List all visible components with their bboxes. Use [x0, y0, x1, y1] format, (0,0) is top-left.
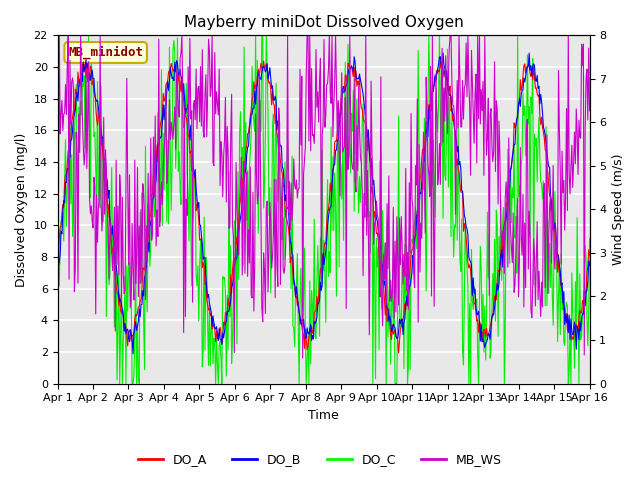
X-axis label: Time: Time: [308, 409, 339, 422]
Legend: DO_A, DO_B, DO_C, MB_WS: DO_A, DO_B, DO_C, MB_WS: [133, 448, 507, 471]
Text: MB_minidot: MB_minidot: [68, 46, 143, 59]
Y-axis label: Wind Speed (m/s): Wind Speed (m/s): [612, 154, 625, 265]
Y-axis label: Dissolved Oxygen (mg/l): Dissolved Oxygen (mg/l): [15, 132, 28, 287]
Title: Mayberry miniDot Dissolved Oxygen: Mayberry miniDot Dissolved Oxygen: [184, 15, 463, 30]
